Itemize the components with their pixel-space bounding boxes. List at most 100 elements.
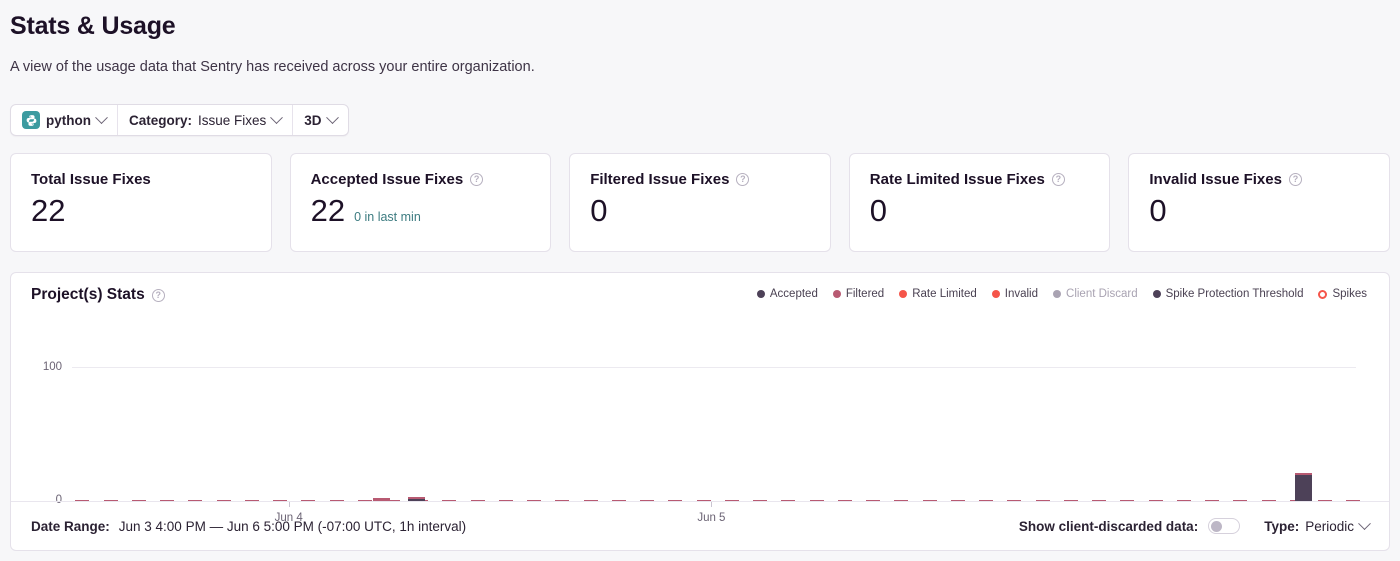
legend-item[interactable]: Filtered	[832, 288, 885, 300]
legend-dot-marker	[1152, 290, 1161, 298]
legend-dot-marker	[991, 290, 1000, 298]
legend-item-label: Accepted	[769, 288, 818, 300]
toggle-knob	[1211, 521, 1223, 532]
question-circle-icon[interactable]: ?	[151, 288, 165, 302]
stat-card-note: 0 in last min	[354, 210, 421, 224]
panel-title-text: Project(s) Stats	[31, 286, 145, 303]
chart-bars	[72, 367, 1361, 502]
stat-card-header: Rate Limited Issue Fixes?	[870, 171, 1090, 188]
panel-title: Project(s) Stats ?	[31, 286, 165, 304]
page-title: Stats & Usage	[10, 12, 176, 40]
legend-item-label: Client Discard	[1066, 288, 1138, 300]
date-range: Date Range: Jun 3 4:00 PM — Jun 6 5:00 P…	[31, 519, 466, 534]
legend-item[interactable]: Invalid	[991, 288, 1039, 300]
chevron-down-icon	[95, 110, 108, 124]
legend-item[interactable]: Accepted	[756, 288, 818, 300]
stat-card-title: Total Issue Fixes	[31, 171, 151, 188]
stat-card-title: Rate Limited Issue Fixes	[869, 171, 1045, 188]
stat-card-value-row: 0	[1149, 193, 1369, 228]
chevron-down-icon	[270, 110, 284, 124]
y-axis-label-min: 0	[55, 494, 62, 506]
legend-item[interactable]: Spikes	[1318, 288, 1367, 300]
period-filter-label: 3D	[304, 112, 322, 128]
question-circle-icon[interactable]: ?	[736, 173, 750, 186]
date-range-key: Date Range:	[31, 518, 110, 534]
legend-dot-marker	[899, 290, 908, 298]
gridline-top	[72, 367, 1356, 368]
client-discard-label: Show client-discarded data:	[1018, 518, 1199, 534]
project-filter[interactable]: python	[11, 105, 118, 135]
question-circle-icon[interactable]: ?	[1288, 173, 1302, 186]
stat-card-value-row: 0	[590, 193, 810, 228]
usage-chart: 100 0 Jun 4 Jun 5	[11, 317, 1389, 524]
type-value: Periodic	[1305, 518, 1354, 534]
stat-card-value: 22	[31, 193, 66, 228]
legend-dot-marker	[756, 290, 765, 298]
stat-card-value: 0	[869, 193, 888, 228]
chart-bar[interactable]	[1294, 472, 1312, 502]
question-circle-icon[interactable]: ?	[470, 173, 484, 186]
category-filter-key: Category:	[129, 112, 193, 128]
chart-legend: Accepted Filtered Rate Limited Invalid Clien…	[756, 288, 1367, 300]
x-axis-tick-label: Jun 5	[697, 512, 726, 524]
footer-controls: Show client-discarded data: Type: Period…	[1018, 516, 1371, 534]
stat-card-value-row: 0	[869, 193, 1090, 228]
x-axis-tick-label: Jun 4	[274, 512, 303, 524]
legend-item-label: Filtered	[845, 288, 885, 300]
x-axis-tick	[711, 502, 713, 507]
chart-bar[interactable]	[373, 498, 391, 502]
bar-segment-accepted	[408, 499, 426, 502]
python-platform-icon	[22, 111, 40, 129]
bar-segment-filtered	[408, 496, 426, 500]
x-axis-tick	[288, 502, 290, 507]
legend-item-label: Spike Protection Threshold	[1165, 288, 1304, 300]
stat-card-header: Invalid Issue Fixes?	[1149, 171, 1369, 188]
legend-item[interactable]: Rate Limited	[899, 288, 977, 300]
stat-card-value: 0	[590, 193, 608, 228]
bar-segment-filtered	[373, 498, 391, 502]
type-selector[interactable]: Type: Periodic	[1264, 516, 1371, 534]
stat-card-title: Accepted Issue Fixes	[310, 171, 464, 188]
y-axis-label-max: 100	[42, 361, 62, 373]
client-discard-toggle-group: Show client-discarded data:	[1018, 518, 1241, 534]
filter-bar: python Category: Issue Fixes 3D	[10, 104, 349, 136]
panel-header: Project(s) Stats ? Accepted Filtered Rate …	[11, 273, 1389, 317]
legend-dot-marker	[832, 290, 841, 298]
panel-footer: Date Range: Jun 3 4:00 PM — Jun 6 5:00 P…	[11, 501, 1389, 550]
date-range-value: Jun 3 4:00 PM — Jun 6 5:00 PM (-07:00 UT…	[118, 518, 467, 534]
question-circle-icon[interactable]: ?	[1051, 173, 1065, 186]
chevron-down-icon	[1358, 516, 1371, 530]
stat-card: Total Issue Fixes 22	[10, 153, 272, 252]
bar-segment-filtered	[1294, 472, 1312, 476]
stat-card-title: Invalid Issue Fixes	[1149, 171, 1282, 188]
stat-card-header: Total Issue Fixes	[31, 171, 251, 188]
category-filter[interactable]: Category: Issue Fixes	[118, 105, 294, 135]
stat-card-title: Filtered Issue Fixes	[590, 171, 730, 188]
stat-card-value: 0	[1149, 193, 1167, 228]
project-filter-label: python	[46, 112, 91, 128]
legend-dot-marker	[1053, 290, 1062, 298]
stat-card: Accepted Issue Fixes? 22 0 in last min	[289, 153, 552, 252]
stat-card: Filtered Issue Fixes? 0	[569, 153, 831, 252]
page-subtitle: A view of the usage data that Sentry has…	[10, 59, 535, 75]
type-key: Type:	[1264, 518, 1300, 534]
score-cards: Total Issue Fixes 22 Accepted Issue Fixes?…	[10, 153, 1390, 252]
chart-bar[interactable]	[408, 496, 426, 502]
legend-ring-marker	[1318, 289, 1328, 299]
legend-item[interactable]: Spike Protection Threshold	[1152, 288, 1304, 300]
legend-item[interactable]: Client Discard	[1053, 288, 1138, 300]
bar-segment-accepted	[1294, 475, 1312, 502]
legend-item-label: Invalid	[1004, 288, 1039, 300]
legend-item-label: Spikes	[1332, 288, 1367, 300]
project-stats-panel: Project(s) Stats ? Accepted Filtered Rate …	[10, 272, 1390, 551]
legend-item-label: Rate Limited	[912, 288, 977, 300]
stat-card-value-row: 22 0 in last min	[310, 193, 531, 228]
period-filter[interactable]: 3D	[293, 105, 347, 135]
stat-card: Rate Limited Issue Fixes? 0	[848, 153, 1111, 252]
stat-card-value: 22	[310, 193, 346, 228]
client-discard-toggle[interactable]	[1208, 518, 1241, 534]
chevron-down-icon	[325, 110, 339, 124]
stat-card-value-row: 22	[31, 193, 251, 228]
stat-card-header: Accepted Issue Fixes?	[311, 171, 531, 188]
